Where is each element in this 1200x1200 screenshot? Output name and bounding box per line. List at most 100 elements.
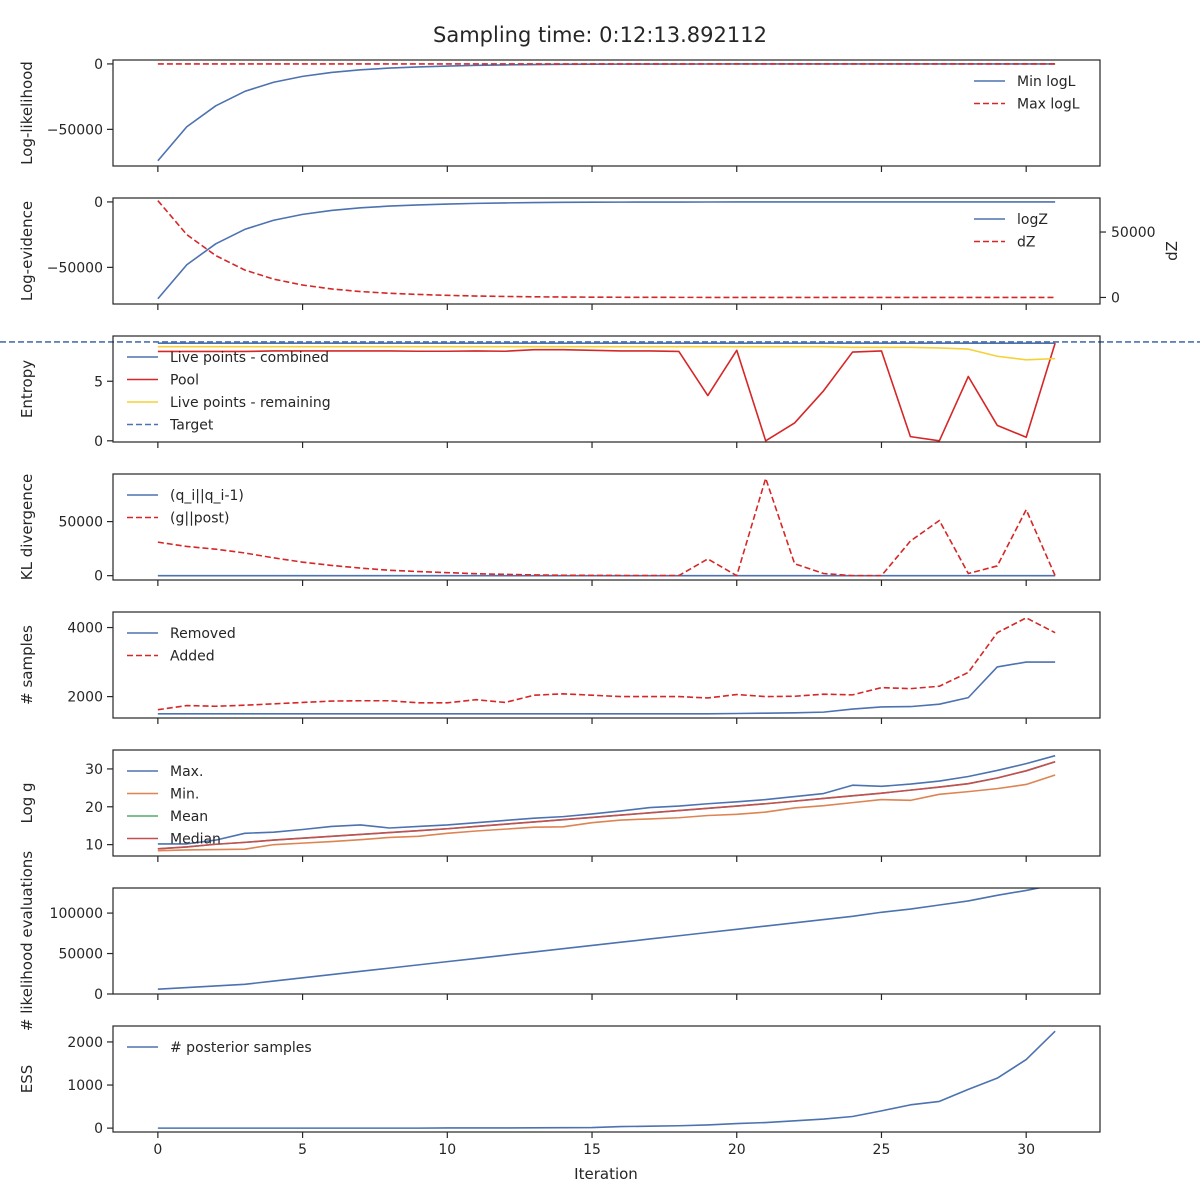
y-tick-label: 2000 [67,690,103,706]
y-tick-label: −50000 [47,122,103,138]
y-tick-label: 0 [94,434,103,450]
panel-series-group [157,63,1056,162]
legend: Removed Added [127,626,236,665]
legend-label: Min logL [1017,74,1076,90]
panel-frame [112,887,1101,995]
y2-axis-label: dZ [1163,241,1181,261]
legend-label: Pool [170,373,199,389]
x-tick-label: 30 [1017,1142,1035,1158]
x-tick-label: 10 [438,1142,456,1158]
legend-label: Mean [170,809,208,825]
panel-series-group [157,200,1056,300]
panel-frame [112,749,1101,857]
panel-8: 0 5 10 15 20 25 30 2000 1000 0 ESS # posterior samp… [18,1025,1101,1158]
series-line-1 [157,754,1056,845]
y-tick-label: 50000 [58,947,103,963]
y-tick-label: 1000 [67,1078,103,1094]
panel-5: 4000 2000 # samples Removed Added [18,611,1101,724]
panel-series-group [157,477,1056,577]
legend-label: Live points - remaining [170,395,331,411]
panel-7: 100000 50000 0 # likelihood evaluations [18,851,1101,1031]
legend-label: Min. [170,787,199,803]
y-tick-label: 20 [85,800,103,816]
y-axis-label: KL divergence [18,474,36,580]
y-tick-label: 50000 [58,515,103,531]
y-tick-label: 4000 [67,621,103,637]
y-axis-label: # likelihood evaluations [18,851,36,1031]
y-tick-label: 0 [94,569,103,585]
y-axis-label: Log g [18,782,36,823]
y2-tick-label: 0 [1111,290,1120,306]
legend-label: Max. [170,764,203,780]
panel-1: 0 −50000 Log-likelihood Min logL Max logL [18,57,1101,172]
series-line-2 [157,774,1056,852]
series-line-1 [157,888,1043,990]
legend-label: logZ [1017,212,1048,228]
y-axis-label: Log-likelihood [18,61,36,165]
y-tick-label: 0 [94,987,103,1003]
y-axis-label: Log-evidence [18,201,36,301]
y-tick-label: 30 [85,762,103,778]
y-tick-label: 2000 [67,1035,103,1051]
y-tick-label: 0 [94,1121,103,1137]
legend-label: (q_i||q_i-1) [170,488,244,504]
legend-label: Added [170,649,215,665]
y2-tick-label: 50000 [1111,225,1156,241]
legend: Max. Min. Mean Median [127,764,221,848]
panel-series-group [157,1030,1056,1129]
panel-6: 30 20 10 Log g Max. Min. Mean Median [18,749,1101,862]
panel-frame [112,335,1101,443]
y-tick-label: 10 [85,838,103,854]
series-line-4 [157,760,1056,850]
series-line-2 [157,200,1056,299]
panel-series-group [157,888,1043,990]
legend-label: Target [169,418,214,434]
panel-series-group [157,754,1056,852]
y-axis-label: ESS [18,1065,36,1094]
legend-label: Removed [170,626,236,642]
legend: Min logL Max logL [974,74,1080,113]
panel-series-group [157,617,1056,715]
panel-frame [112,473,1101,581]
x-tick-label: 0 [153,1142,162,1158]
series-line-1 [157,1030,1056,1129]
legend-label: dZ [1017,235,1035,251]
panel-4: 0 50000 KL divergence (q_i||q_i-1) (g||post) [18,473,1101,586]
y-tick-label: −50000 [47,260,103,276]
panel-series-group [157,342,1056,442]
legend: (q_i||q_i-1) (g||post) [127,488,244,527]
legend-label: (g||post) [170,511,229,527]
legend-label: # posterior samples [170,1040,312,1056]
panel-2: 0 −50000 Log-evidence 0 50000 dZ logZ dZ [18,195,1181,310]
y-tick-label: 5 [94,374,103,390]
x-tick-label: 15 [583,1142,601,1158]
x-axis-label: Iteration [574,1165,638,1183]
legend-label: Median [170,832,221,848]
x-tick-label: 5 [298,1142,307,1158]
panel-frame [112,59,1101,167]
series-line-2 [157,477,1056,577]
y-axis-label: Entropy [18,360,36,418]
y-tick-label: 0 [94,57,103,73]
panel-frame [112,611,1101,719]
series-line-2 [157,342,1056,442]
x-tick-label: 20 [728,1142,746,1158]
x-tick-label: 25 [873,1142,891,1158]
legend: Live points - combined Pool Live points - … [127,350,331,434]
series-line-2 [157,617,1056,711]
legend-label: Live points - combined [170,350,329,366]
y-tick-label: 100000 [50,906,103,922]
panel-frame [112,197,1101,305]
y-axis-label: # samples [18,625,36,705]
legend: # posterior samples [127,1040,312,1056]
series-line-3 [157,345,1056,361]
y-tick-label: 0 [94,195,103,211]
legend: logZ dZ [974,212,1048,251]
panel-frame [112,1025,1101,1133]
legend-label: Max logL [1017,97,1080,113]
series-line-1 [157,201,1056,300]
figure-title: Sampling time: 0:12:13.892112 [433,23,767,47]
